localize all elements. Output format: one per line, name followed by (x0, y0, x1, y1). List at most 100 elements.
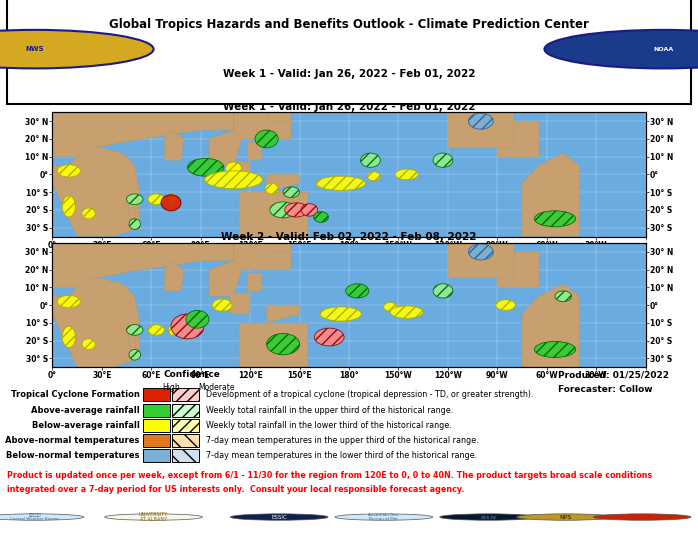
Ellipse shape (148, 325, 165, 335)
Polygon shape (522, 153, 580, 237)
Ellipse shape (316, 176, 366, 191)
Circle shape (517, 514, 614, 520)
Polygon shape (497, 252, 539, 287)
Ellipse shape (129, 219, 140, 230)
Text: Above-average rainfall: Above-average rainfall (31, 406, 140, 415)
Text: Development of a tropical cyclone (tropical depression - TD, or greater strength: Development of a tropical cyclone (tropi… (206, 390, 533, 399)
Ellipse shape (188, 158, 224, 176)
Polygon shape (267, 305, 299, 323)
Ellipse shape (535, 211, 576, 227)
Polygon shape (230, 162, 250, 183)
Text: NWS: NWS (26, 46, 44, 52)
Ellipse shape (267, 334, 299, 355)
FancyBboxPatch shape (172, 449, 199, 462)
Text: Australian Gov.
Bureau of Met.: Australian Gov. Bureau of Met. (369, 513, 399, 521)
Ellipse shape (313, 212, 328, 222)
Polygon shape (209, 130, 242, 166)
Ellipse shape (82, 339, 95, 349)
Circle shape (230, 514, 328, 520)
Ellipse shape (395, 169, 418, 180)
Ellipse shape (314, 328, 344, 346)
Polygon shape (267, 112, 291, 121)
Polygon shape (247, 273, 262, 291)
Polygon shape (267, 243, 291, 252)
Ellipse shape (433, 153, 453, 167)
Text: Tropical Cyclone Formation: Tropical Cyclone Formation (10, 390, 140, 399)
Ellipse shape (346, 284, 369, 298)
Polygon shape (52, 148, 140, 237)
FancyBboxPatch shape (143, 404, 170, 417)
Text: Confidence: Confidence (163, 370, 221, 379)
Ellipse shape (320, 307, 362, 321)
Ellipse shape (212, 299, 232, 311)
Circle shape (440, 514, 537, 520)
Circle shape (593, 514, 691, 520)
FancyBboxPatch shape (172, 388, 199, 401)
Polygon shape (209, 261, 242, 296)
Text: 中央氣象局
Central Weather Bureau: 中央氣象局 Central Weather Bureau (10, 513, 60, 521)
Ellipse shape (225, 162, 242, 176)
Circle shape (0, 30, 154, 69)
Ellipse shape (126, 194, 143, 205)
Ellipse shape (161, 195, 181, 211)
Ellipse shape (148, 194, 165, 205)
Text: cics.nc: cics.nc (480, 515, 497, 519)
Polygon shape (128, 198, 136, 219)
Ellipse shape (265, 183, 278, 194)
Text: Moderate: Moderate (198, 383, 235, 392)
Polygon shape (52, 112, 234, 157)
Ellipse shape (285, 203, 308, 217)
Ellipse shape (302, 204, 318, 216)
Text: UNIVERSITY
AT ALBANY: UNIVERSITY AT ALBANY (139, 512, 168, 523)
Ellipse shape (62, 326, 75, 348)
Text: NOAA: NOAA (653, 46, 674, 52)
FancyBboxPatch shape (143, 388, 170, 401)
Ellipse shape (433, 284, 453, 298)
Polygon shape (522, 284, 580, 367)
Ellipse shape (255, 130, 278, 148)
FancyBboxPatch shape (143, 449, 170, 462)
Ellipse shape (367, 172, 380, 180)
FancyBboxPatch shape (172, 418, 199, 431)
Text: Product is updated once per week, except from 6/1 - 11/30 for the region from 12: Product is updated once per week, except… (7, 471, 652, 480)
Ellipse shape (168, 194, 177, 205)
Circle shape (335, 514, 433, 520)
Ellipse shape (129, 349, 140, 360)
Polygon shape (52, 243, 234, 287)
Polygon shape (239, 192, 308, 237)
Polygon shape (332, 366, 341, 388)
Polygon shape (230, 293, 250, 314)
Ellipse shape (535, 341, 576, 357)
Polygon shape (497, 121, 539, 157)
Polygon shape (247, 143, 262, 160)
Text: Forecaster: Collow: Forecaster: Collow (558, 385, 653, 394)
Text: Weekly total rainfall in the lower third of the historical range.: Weekly total rainfall in the lower third… (206, 421, 452, 430)
Ellipse shape (168, 325, 177, 335)
Ellipse shape (186, 310, 209, 328)
Ellipse shape (496, 300, 515, 310)
Text: Above-normal temperatures: Above-normal temperatures (5, 436, 140, 444)
Ellipse shape (171, 314, 204, 339)
Title: Week 1 - Valid: Jan 26, 2022 - Feb 01, 2022: Week 1 - Valid: Jan 26, 2022 - Feb 01, 2… (223, 102, 475, 112)
Text: Below-average rainfall: Below-average rainfall (31, 421, 140, 430)
Polygon shape (448, 112, 514, 148)
Ellipse shape (205, 171, 262, 188)
FancyBboxPatch shape (143, 434, 170, 447)
Polygon shape (332, 235, 341, 258)
Polygon shape (165, 261, 184, 291)
FancyBboxPatch shape (7, 0, 691, 104)
Text: 7-day mean temperatures in the lower third of the historical range.: 7-day mean temperatures in the lower thi… (206, 450, 477, 460)
Polygon shape (234, 243, 291, 269)
Text: Week 1 - Valid: Jan 26, 2022 - Feb 01, 2022: Week 1 - Valid: Jan 26, 2022 - Feb 01, 2… (223, 69, 475, 79)
Ellipse shape (57, 165, 80, 177)
Circle shape (0, 514, 84, 520)
Ellipse shape (57, 295, 80, 308)
Ellipse shape (361, 153, 380, 167)
Ellipse shape (468, 113, 493, 129)
Polygon shape (239, 323, 308, 367)
Polygon shape (52, 279, 140, 367)
Ellipse shape (468, 244, 493, 260)
Polygon shape (448, 243, 514, 279)
Circle shape (105, 514, 202, 520)
Ellipse shape (62, 195, 75, 217)
